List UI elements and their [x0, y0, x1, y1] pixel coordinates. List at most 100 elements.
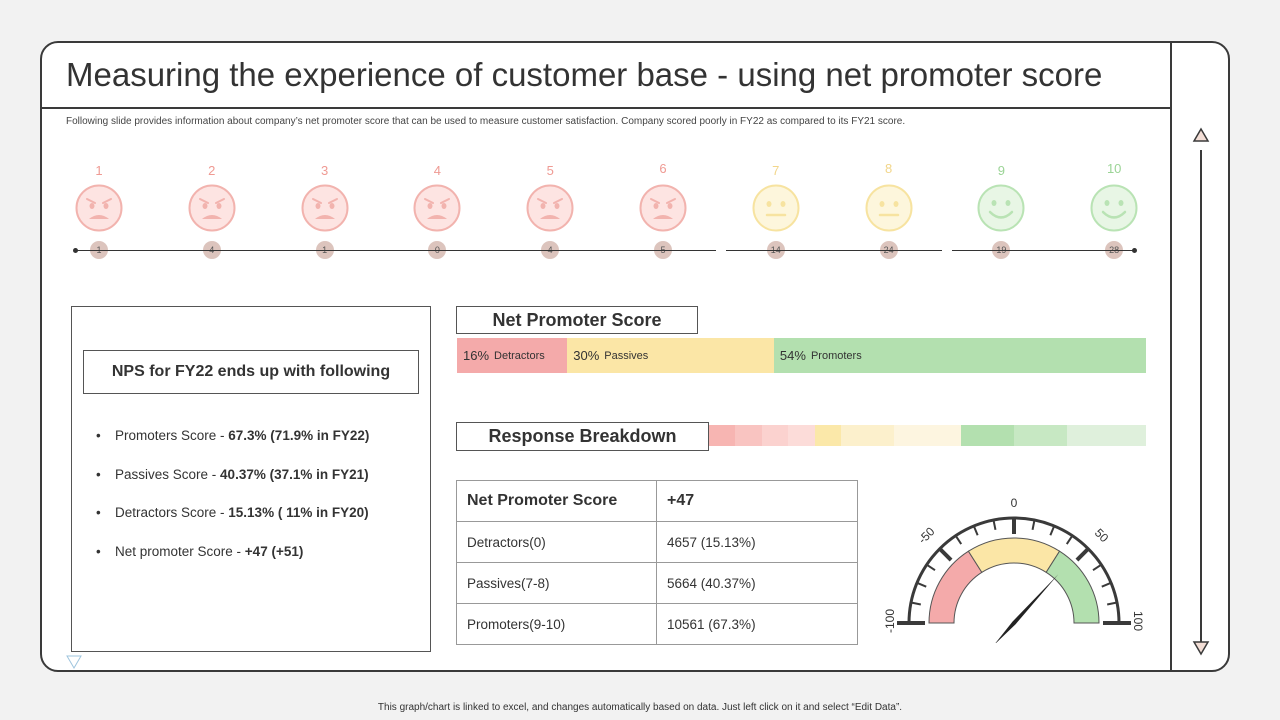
scale-number: 2 [208, 163, 216, 178]
response-segment [814, 425, 842, 446]
summary-heading: NPS for FY22 ends up with following [83, 350, 419, 394]
gauge-tick [1075, 547, 1090, 562]
nps-segment: 54% Promoters [773, 338, 1146, 373]
table-cell: Detractors(0) [456, 521, 657, 563]
response-segment [1066, 425, 1146, 446]
segment-name: Passives [604, 349, 649, 362]
table-row: Passives(7-8) 5664 (40.37%) [456, 562, 858, 604]
angry-face-icon [75, 184, 123, 232]
slide-frame: Measuring the experience of customer bas… [40, 41, 1230, 672]
footnote: This graph/chart is linked to excel, and… [377, 702, 903, 713]
segment-percent: 16% [463, 348, 490, 363]
table-cell: Net Promoter Score [456, 480, 657, 522]
gauge-tick [1065, 535, 1074, 545]
angry-face-icon [188, 184, 236, 232]
angry-face-icon [639, 184, 687, 232]
neutral-face-icon [752, 184, 800, 232]
gauge-tick [972, 525, 979, 536]
table-row: Detractors(0) 4657 (15.13%) [456, 521, 858, 563]
nps-gauge: -100 -50 0 50 100 [883, 496, 1145, 643]
gauge-tick [1049, 525, 1056, 536]
summary-item: Net promoter Score - +47 (+51) [96, 544, 369, 583]
gauge-tick-label: 0 [1011, 496, 1018, 510]
gauge-tick [938, 547, 953, 562]
response-segment [761, 425, 789, 446]
page-subtitle: Following slide provides information abo… [66, 116, 906, 127]
gauge-tick [1092, 563, 1102, 572]
neutral-face-icon [865, 184, 913, 232]
gauge-tick [910, 601, 922, 606]
gauge-tick-label: 100 [1131, 611, 1145, 631]
segment-name: Detractors [494, 349, 545, 362]
scroll-down-arrow-icon[interactable] [1192, 640, 1210, 656]
nps-stacked-bar: 16% Detractors 30% Passives 54% Promoters [457, 338, 1146, 373]
table-cell: Promoters(9-10) [456, 603, 657, 645]
scale-line [952, 250, 1136, 251]
nps-segment: 30% Passives [567, 338, 774, 373]
table-cell: 5664 (40.37%) [656, 562, 858, 604]
title-divider [42, 107, 1172, 109]
scale-number: 9 [997, 163, 1005, 178]
summary-list: Promoters Score - 67.3% (71.9% in FY22) … [96, 428, 369, 582]
table-cell: Passives(7-8) [456, 562, 657, 604]
gauge-tick [1106, 601, 1118, 606]
response-segment [960, 425, 1014, 446]
gauge-tick [954, 535, 963, 545]
gauge-passive-band [967, 537, 1061, 574]
segment-name: Promoters [810, 349, 862, 362]
table-row: Net Promoter Score +47 [456, 480, 858, 522]
summary-item: Promoters Score - 67.3% (71.9% in FY22) [96, 428, 369, 467]
smiley-face-icon [1090, 184, 1138, 232]
gauge-needle [995, 574, 1059, 643]
response-segment [735, 425, 762, 446]
angry-face-icon [413, 184, 461, 232]
scale-line [726, 250, 942, 251]
scale-number: 6 [659, 161, 667, 176]
scale-number: 5 [546, 163, 554, 178]
side-panel-divider [1170, 43, 1172, 670]
response-segment [894, 425, 961, 446]
scale-number: 3 [320, 163, 329, 178]
scroll-up-arrow-icon[interactable] [1192, 127, 1210, 143]
scale-number: 4 [433, 163, 441, 178]
gauge-promoter-band [1045, 550, 1100, 624]
segment-percent: 30% [573, 348, 600, 363]
table-cell: 10561 (67.3%) [656, 603, 858, 645]
response-breakdown-label: Response Breakdown [456, 422, 709, 451]
gauge-tick [992, 519, 997, 531]
scroll-track[interactable] [1200, 150, 1202, 642]
gauge-detractor-band [928, 550, 983, 624]
response-breakdown-bar [709, 425, 1146, 446]
gauge-tick-label: -100 [883, 609, 897, 633]
nps-table: Net Promoter Score +47 Detractors(0) 4657 … [456, 480, 858, 645]
page-title: Measuring the experience of customer bas… [66, 56, 1103, 93]
gauge-tick [926, 563, 936, 572]
gauge-tick-label: -50 [915, 524, 937, 546]
table-cell: 4657 (15.13%) [656, 521, 858, 563]
table-row: Promoters(9-10) 10561 (67.3%) [456, 603, 858, 645]
response-segment [1013, 425, 1067, 446]
response-segment [841, 425, 895, 446]
scale-number: 1 [95, 163, 103, 178]
angry-face-icon [526, 184, 574, 232]
nps-bar-label: Net Promoter Score [456, 306, 698, 334]
gauge-tick [1101, 581, 1112, 588]
triangle-marker-icon [66, 655, 82, 669]
segment-percent: 54% [779, 348, 806, 363]
scale-end-dot [73, 248, 78, 253]
scale-number: 10 [1106, 161, 1122, 176]
gauge-tick-label: 50 [1092, 526, 1112, 546]
angry-face-icon [301, 184, 349, 232]
gauge-tick [916, 581, 927, 588]
response-segment [788, 425, 815, 446]
scale-number: 8 [884, 161, 893, 176]
scale-end-dot [1132, 248, 1137, 253]
gauge-tick [1031, 519, 1036, 531]
nps-segment: 16% Detractors [457, 338, 568, 373]
table-cell: +47 [656, 480, 858, 522]
response-segment [709, 425, 736, 446]
summary-item: Detractors Score - 15.13% ( 11% in FY20) [96, 505, 369, 544]
summary-panel: NPS for FY22 ends up with following Prom… [71, 306, 431, 652]
scale-number: 7 [772, 163, 780, 178]
summary-item: Passives Score - 40.37% (37.1% in FY21) [96, 467, 369, 506]
